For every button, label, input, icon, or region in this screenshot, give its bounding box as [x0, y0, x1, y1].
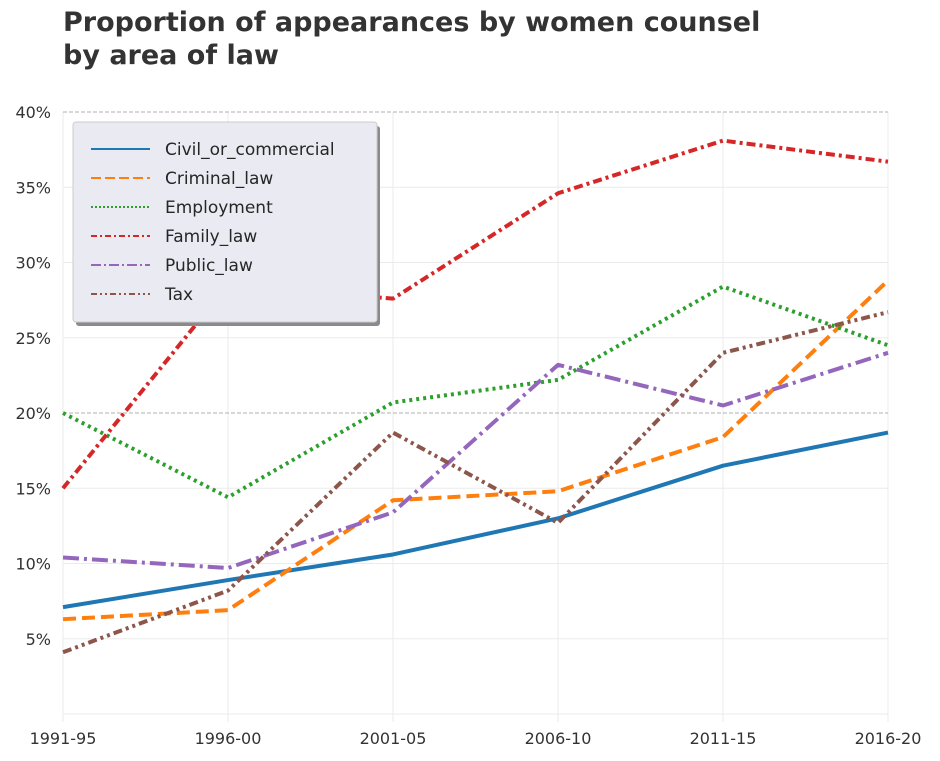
y-tick-label: 25% [15, 329, 51, 348]
series-line-employment [62, 284, 889, 500]
y-axis-ticks: 5% 10% 15% 20% 25% 30% 35% 40% [15, 103, 51, 649]
y-tick-label: 10% [15, 555, 51, 574]
legend-box [72, 121, 378, 323]
series-line-family-law [61, 138, 889, 490]
x-tick-label: 1991-95 [30, 729, 97, 748]
y-tick-label: 40% [15, 103, 51, 122]
x-tick-label: 1996-00 [195, 729, 262, 748]
legend-label: Tax [164, 285, 193, 305]
y-tick-label: 35% [15, 178, 51, 197]
legend-label: Civil_or_commercial [165, 140, 335, 160]
series-line-criminal-law [62, 279, 890, 622]
chart-title-line-2: by area of law [63, 40, 279, 71]
x-tick-label: 2006-10 [525, 729, 592, 748]
series-line-public-law [62, 350, 889, 571]
x-tick-label: 2011-15 [690, 729, 757, 748]
legend-label: Criminal_law [165, 169, 273, 189]
x-tick-label: 2001-05 [360, 729, 427, 748]
y-tick-label: 30% [15, 254, 51, 273]
series-line-tax [62, 310, 889, 655]
chart-title-line-1: Proportion of appearances by women couns… [63, 7, 760, 38]
x-tick-label: 2016-20 [855, 729, 922, 748]
series-line-civil-or-commercial [62, 430, 889, 610]
x-axis-ticks: 1991-95 1996-00 2001-05 2006-10 2011-15 2016-… [30, 729, 922, 748]
reference-lines [63, 111, 888, 414]
series-lines [61, 138, 890, 655]
y-tick-label: 5% [26, 630, 51, 649]
y-tick-label: 20% [15, 404, 51, 423]
legend: Civil_or_commercial Criminal_law Employmen… [72, 121, 380, 326]
legend-label: Public_law [165, 256, 253, 276]
legend-label: Family_law [165, 227, 257, 247]
y-tick-label: 15% [15, 479, 51, 498]
legend-label: Employment [165, 198, 273, 218]
